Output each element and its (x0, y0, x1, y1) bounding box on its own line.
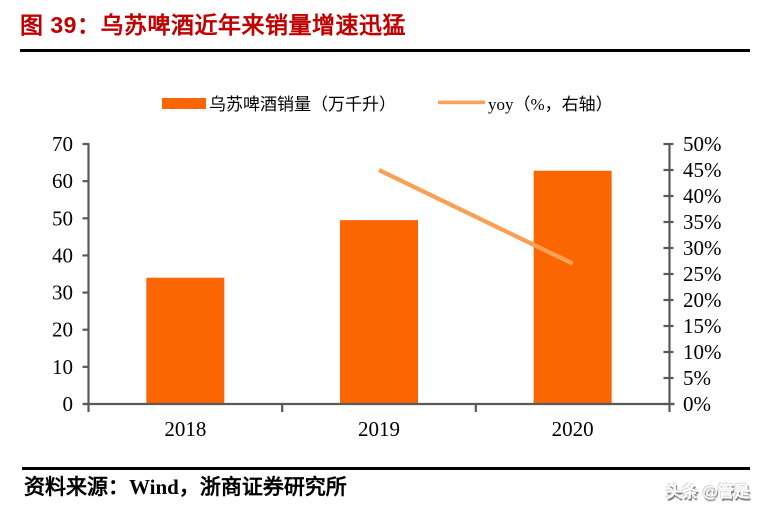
x-axis-label: 2018 (164, 417, 206, 441)
left-axis-tick-label: 30 (52, 281, 73, 305)
right-axis-tick-label: 10% (683, 340, 722, 364)
right-axis-tick-label: 5% (683, 366, 711, 390)
right-axis-tick-label: 30% (683, 236, 722, 260)
right-axis-tick-label: 0% (683, 392, 711, 416)
bar-2020 (533, 170, 612, 404)
right-axis-tick-label: 40% (683, 184, 722, 208)
right-axis-tick-label: 15% (683, 314, 722, 338)
x-axis-label: 2019 (358, 417, 400, 441)
bar-2019 (340, 220, 418, 404)
watermark-toutiao: 头条 @管是 (665, 484, 750, 501)
figure-title: 图 39：乌苏啤酒近年来销量增速迅猛 (20, 12, 406, 38)
left-axis-tick-label: 10 (52, 355, 73, 379)
left-axis-tick-label: 50 (52, 206, 73, 230)
source-note: 资料来源：Wind，浙商证券研究所 (24, 475, 347, 499)
right-axis-tick-label: 25% (683, 262, 722, 286)
title-divider (20, 49, 750, 52)
yoy-line (378, 168, 574, 266)
left-axis-tick-label: 70 (52, 132, 73, 156)
left-axis-tick-label: 0 (63, 392, 74, 416)
legend-bar-label: 乌苏啤酒销量（万千升） (209, 95, 396, 114)
left-axis-tick-label: 20 (52, 318, 73, 342)
legend-line-label: yoy（%，右轴） (488, 95, 613, 114)
right-axis-tick-label: 20% (683, 288, 722, 312)
x-axis-label: 2020 (552, 417, 594, 441)
right-axis-tick-label: 50% (683, 132, 722, 156)
right-axis-tick-label: 45% (683, 158, 722, 182)
footer-divider (22, 467, 750, 470)
legend-bar-swatch (162, 98, 206, 109)
right-axis-tick-label: 35% (683, 210, 722, 234)
legend-line-swatch (438, 100, 485, 105)
left-axis-tick-label: 60 (52, 169, 73, 193)
bar-2018 (146, 277, 225, 404)
left-axis-tick-label: 40 (52, 243, 73, 267)
